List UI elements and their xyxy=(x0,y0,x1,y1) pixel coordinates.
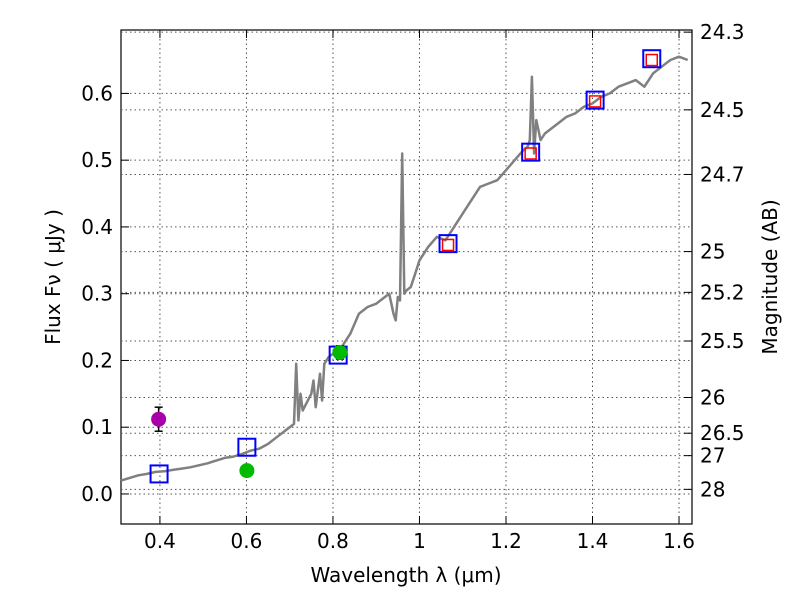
observed-photometry-point xyxy=(588,95,602,108)
x-tick-label: 1.6 xyxy=(663,529,695,553)
x-axis-label: Wavelength λ (μm) xyxy=(310,563,501,587)
spectrum-line xyxy=(120,55,689,482)
magnitude-tick-label: 24.7 xyxy=(700,162,745,186)
axes: 0.4 0.6 0.8 1 1.2 1.4 1.6 0.0 0.1 0.2 0.3 0.4 0.5 0.6… xyxy=(81,20,744,553)
right-axis-label: Magnitude (AB) xyxy=(758,199,782,354)
model-photometry-point xyxy=(438,234,458,254)
detection-point xyxy=(151,411,167,427)
plot-frame xyxy=(120,29,693,525)
x-tick-label: 1.4 xyxy=(577,529,609,553)
y-tick-label: 0.6 xyxy=(81,81,113,105)
model-photometry-point xyxy=(642,49,662,69)
magnitude-tick-label: 28 xyxy=(700,477,725,501)
magnitude-tick-label: 27 xyxy=(700,444,725,468)
grid xyxy=(121,30,692,524)
y-tick-label: 0.1 xyxy=(81,415,113,439)
y-tick-label: 0.5 xyxy=(81,148,113,172)
y-tick-label: 0.4 xyxy=(81,215,113,239)
model-photometry-point xyxy=(149,464,169,484)
model-photometry-point xyxy=(237,437,257,457)
magnitude-tick-label: 24.3 xyxy=(700,20,745,44)
y-tick-label: 0.3 xyxy=(81,282,113,306)
y-axis-label: Flux Fν ( μJy ) xyxy=(41,209,65,345)
model-photometry-point xyxy=(521,142,541,162)
model-photometry-point xyxy=(585,90,605,110)
x-tick-label: 0.6 xyxy=(231,529,263,553)
observed-photometry-point xyxy=(441,238,455,252)
y-tick-label: 0.2 xyxy=(81,348,113,372)
detection-point xyxy=(332,344,348,360)
data-series xyxy=(120,49,689,484)
y-tick-label: 0.0 xyxy=(81,482,113,506)
magnitude-tick-label: 24.5 xyxy=(700,98,745,122)
detection-point xyxy=(239,463,255,479)
x-tick-label: 0.8 xyxy=(317,529,349,553)
x-tick-label: 1 xyxy=(413,529,426,553)
x-tick-label: 0.4 xyxy=(144,529,176,553)
magnitude-tick-label: 26 xyxy=(700,385,725,409)
magnitude-tick-label: 25.2 xyxy=(700,280,745,304)
magnitude-tick-label: 25 xyxy=(700,240,725,264)
magnitude-tick-label: 26.5 xyxy=(700,421,745,445)
observed-photometry-point xyxy=(645,53,659,67)
x-tick-label: 1.2 xyxy=(490,529,522,553)
magnitude-tick-label: 25.5 xyxy=(700,329,745,353)
observed-photometry-point xyxy=(524,147,537,160)
